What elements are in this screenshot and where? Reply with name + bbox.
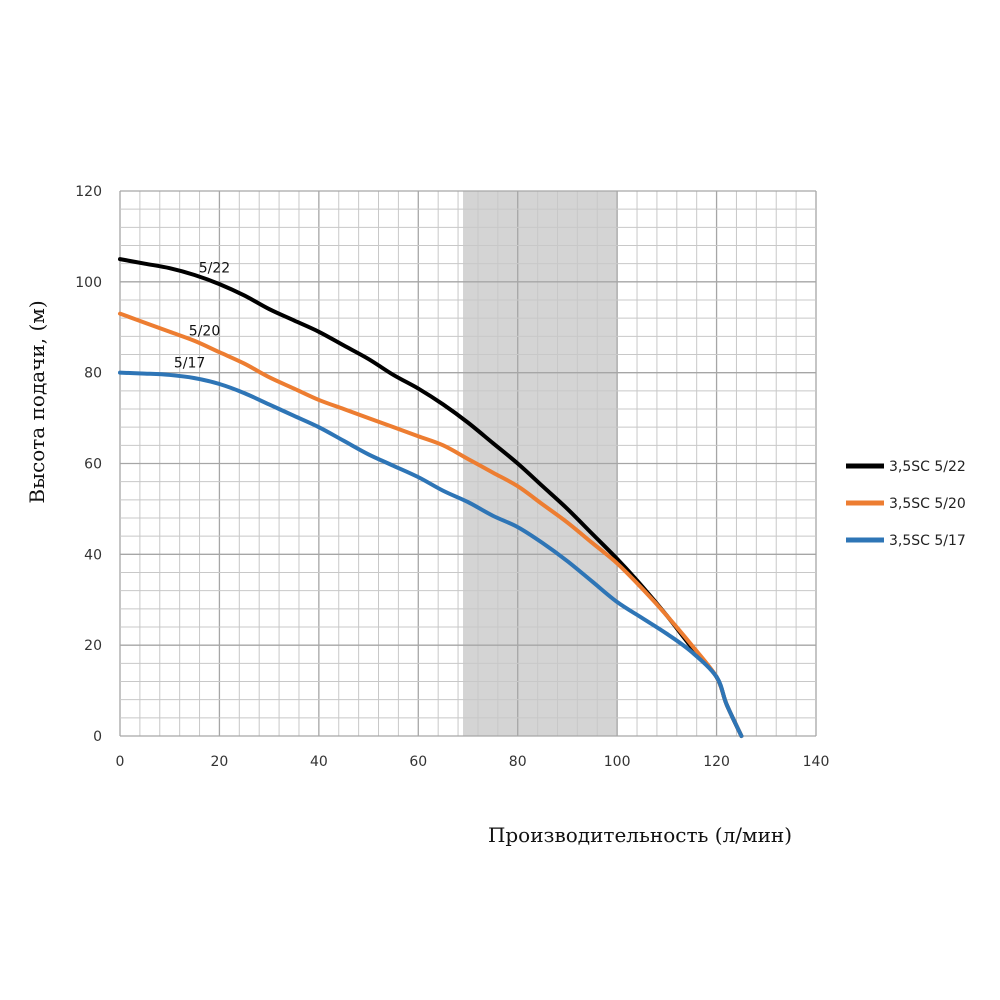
- y-tick-label: 60: [84, 457, 102, 473]
- series-line-5-20: [118, 311, 744, 738]
- y-tick-label: 100: [75, 275, 102, 291]
- x-tick-label: 60: [409, 754, 427, 770]
- y-axis-title: Высота подачи, (м): [25, 300, 49, 503]
- legend-label-5-20: 3,5SC 5/20: [889, 496, 966, 512]
- curve-label-5-17: 5/17: [174, 355, 205, 371]
- legend-label-5-22: 3,5SC 5/22: [889, 459, 966, 475]
- legend: 3,5SC 5/22 3,5SC 5/20 3,5SC 5/17: [846, 459, 966, 549]
- y-tick-label: 20: [84, 638, 102, 654]
- x-tick-label: 140: [803, 754, 830, 770]
- series-layer: [118, 257, 744, 738]
- x-tick-label: 120: [703, 754, 730, 770]
- x-tick-label: 40: [310, 754, 328, 770]
- x-tick-label: 100: [604, 754, 631, 770]
- y-tick-label: 120: [75, 184, 102, 200]
- x-tick-label: 80: [509, 754, 527, 770]
- y-tick-label: 40: [84, 547, 102, 563]
- tick-label-layer: 0 20 40 60 80 100 120 140 0 20 40 60 80 100 120: [75, 184, 829, 770]
- x-tick-label: 20: [211, 754, 229, 770]
- y-tick-label: 0: [93, 729, 102, 745]
- x-axis-title: Производительность (л/мин): [488, 823, 792, 847]
- series-line-5-17: [118, 370, 744, 738]
- y-tick-label: 80: [84, 366, 102, 382]
- curve-label-5-22: 5/22: [199, 260, 230, 276]
- x-tick-label: 0: [116, 754, 125, 770]
- legend-label-5-17: 3,5SC 5/17: [889, 533, 966, 549]
- curve-label-5-20: 5/20: [189, 323, 220, 339]
- curve-label-layer: 5/22 5/20 5/17: [174, 260, 230, 371]
- grid-layer: [119, 190, 817, 737]
